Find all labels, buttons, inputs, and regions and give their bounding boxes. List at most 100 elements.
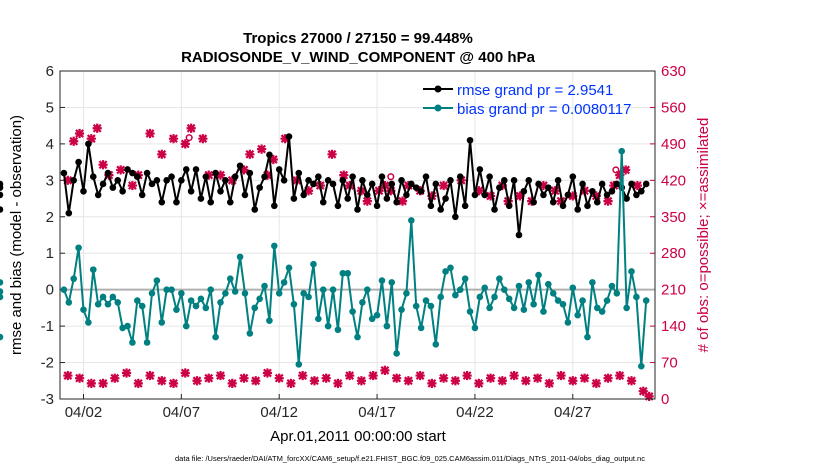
bias-point (168, 286, 175, 293)
obs-assimilated-marker (568, 191, 578, 201)
rmse-point (569, 173, 577, 180)
rmse-point (491, 206, 498, 213)
obs-assimilated-marker (474, 378, 484, 388)
obs-assimilated-marker (345, 370, 355, 381)
obs-possible-marker (387, 173, 395, 181)
obs-assimilated-marker (256, 144, 267, 154)
bias-point (75, 244, 82, 252)
obs-assimilated-marker (262, 368, 273, 378)
obs-assimilated-marker (638, 386, 648, 396)
obs-assimilated-marker (415, 370, 425, 381)
bias-point (642, 297, 650, 304)
bias-point (603, 297, 611, 304)
obs-assimilated-marker (251, 376, 261, 386)
obs-assimilated-marker (321, 373, 331, 383)
rmse-point (593, 198, 601, 206)
obs-assimilated-marker (615, 370, 625, 381)
x-tick-label: 04/02 (65, 404, 103, 421)
obs-assimilated-marker (497, 376, 507, 386)
obs-assimilated-marker (609, 180, 619, 191)
y-tick-label: 4 (46, 136, 54, 153)
series-group (0, 133, 650, 370)
rmse-point (442, 195, 449, 202)
rmse-point (241, 191, 249, 199)
bias-point (461, 275, 469, 283)
bias-point (187, 297, 195, 304)
rmse-point (236, 162, 244, 170)
obs-assimilated-marker (603, 373, 613, 383)
bias-point (207, 286, 215, 293)
rmse-point (584, 202, 591, 210)
bias-point (202, 304, 210, 312)
obs-assimilated-marker (626, 376, 637, 386)
y2-tick-label: 420 (661, 172, 686, 189)
rmse-point (388, 180, 396, 188)
obs-assimilated-marker (86, 378, 96, 388)
rmse-point (633, 191, 640, 199)
rmse-point (178, 177, 185, 184)
rmse-point (486, 173, 493, 180)
rmse-point (461, 202, 469, 210)
obs-possible-marker (612, 166, 620, 174)
bias-point (349, 308, 356, 315)
bias-point (280, 279, 288, 286)
obs-assimilated-marker (303, 186, 314, 196)
grid (60, 70, 655, 400)
rmse-point (613, 180, 621, 188)
obs-assimilated-marker (116, 165, 126, 175)
y2-tick-label: 630 (661, 63, 686, 80)
bias-point (515, 282, 523, 290)
rmse-point (598, 180, 606, 188)
chart-title: Tropics 27000 / 27150 = 99.448% (243, 30, 473, 47)
bias-point (217, 299, 224, 306)
rmse-point (559, 202, 567, 210)
obs-assimilated-marker (439, 180, 449, 191)
obs-assimilated-marker (497, 180, 507, 191)
rmse-point (481, 191, 489, 199)
y-tick-label: -1 (41, 318, 54, 335)
bias-point (173, 306, 180, 314)
bias-point (153, 277, 161, 284)
obs-assimilated-marker (204, 170, 214, 180)
x-tick-label: 04/07 (163, 404, 201, 421)
rmse-point (466, 136, 474, 144)
rmse-point (163, 177, 170, 184)
rmse-point (315, 173, 322, 180)
obs-assimilated-marker (74, 128, 85, 139)
obs-assimilated-marker (368, 370, 378, 381)
bias-point (481, 284, 489, 292)
bias-point (310, 260, 317, 268)
rmse-point (182, 166, 190, 173)
bias-point (99, 293, 107, 301)
bias-point (637, 362, 645, 370)
obs-assimilated-marker (403, 376, 413, 386)
bias-point (598, 308, 606, 315)
obs-assimilated-marker (450, 376, 460, 386)
y2-tick-label: 140 (661, 318, 686, 335)
rmse-point (266, 151, 273, 159)
obs-assimilated-marker (579, 373, 590, 383)
rmse-point (119, 187, 126, 195)
rmse-point (217, 187, 224, 195)
bias-point (476, 293, 484, 301)
obs-assimilated-marker (145, 128, 155, 139)
rmse-point (197, 195, 205, 202)
rmse-point (143, 169, 151, 177)
rmse-point (437, 206, 444, 213)
rmse-point (153, 177, 161, 184)
bias-point (427, 302, 435, 310)
obs-assimilated-marker (280, 134, 290, 144)
plot-frame (59, 70, 656, 400)
obs-assimilated-marker (192, 376, 202, 386)
rmse-point (403, 191, 410, 199)
y2-tick-label: 0 (661, 391, 669, 408)
rmse-point (138, 191, 146, 199)
y-tick-label: -3 (41, 391, 54, 408)
bias-point (554, 297, 562, 304)
y-tick-label: 0 (46, 282, 54, 299)
rmse-point (305, 177, 312, 184)
rmse-point (0, 191, 4, 199)
bias-point (510, 304, 518, 312)
rmse-point (256, 184, 263, 191)
bias-point (271, 242, 278, 250)
